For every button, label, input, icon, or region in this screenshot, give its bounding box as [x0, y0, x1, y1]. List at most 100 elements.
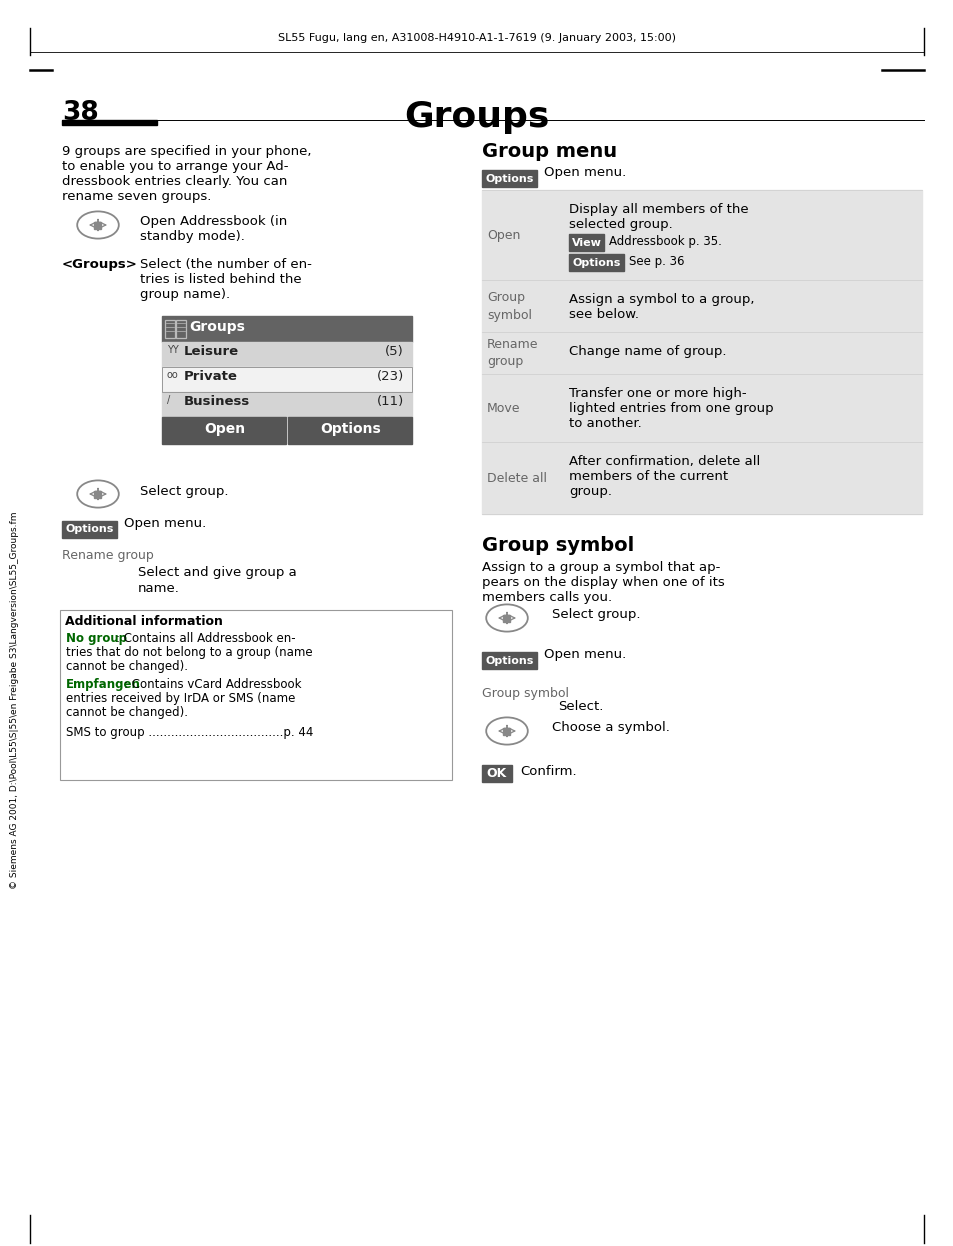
Text: Rename group: Rename group: [62, 549, 153, 562]
Text: Select (the number of en-: Select (the number of en-: [140, 258, 312, 270]
Text: Options: Options: [320, 422, 380, 436]
Text: Business: Business: [184, 395, 250, 407]
Bar: [162, 368, 412, 392]
Text: Leisure: Leisure: [184, 345, 239, 358]
Text: Empfangen: Empfangen: [66, 678, 141, 692]
Bar: [481, 169, 537, 187]
Text: : Contains all Addressbook en-: : Contains all Addressbook en-: [116, 632, 295, 645]
Text: See p. 36: See p. 36: [628, 255, 684, 268]
Text: Select group.: Select group.: [552, 608, 639, 621]
Bar: [288, 417, 412, 444]
Bar: [94, 222, 101, 228]
Text: oo: oo: [167, 370, 178, 380]
Text: Open: Open: [204, 422, 245, 436]
Text: dressbook entries clearly. You can: dressbook entries clearly. You can: [62, 174, 287, 188]
Text: (23): (23): [376, 370, 403, 383]
Bar: [481, 280, 921, 331]
Bar: [481, 374, 921, 442]
Text: YY: YY: [167, 345, 178, 355]
Text: to enable you to arrange your Ad-: to enable you to arrange your Ad-: [62, 159, 288, 173]
Text: No group: No group: [66, 632, 127, 645]
Text: name.: name.: [138, 582, 180, 596]
Text: OK: OK: [486, 768, 507, 780]
Text: selected group.: selected group.: [568, 218, 672, 231]
Text: pears on the display when one of its: pears on the display when one of its: [481, 576, 724, 589]
Text: After confirmation, delete all: After confirmation, delete all: [568, 455, 760, 468]
Text: (11): (11): [376, 395, 403, 407]
Text: standby mode).: standby mode).: [140, 231, 245, 243]
Bar: [568, 234, 603, 250]
Text: Open Addressbook (in: Open Addressbook (in: [140, 216, 287, 228]
Text: members calls you.: members calls you.: [481, 591, 612, 604]
Bar: [162, 392, 412, 417]
Text: Confirm.: Confirm.: [519, 765, 576, 778]
Bar: [481, 765, 512, 782]
Bar: [162, 341, 412, 368]
Text: lighted entries from one group: lighted entries from one group: [568, 402, 773, 415]
Bar: [481, 331, 921, 374]
Text: Options: Options: [572, 258, 620, 268]
Bar: [162, 417, 286, 444]
Text: Open menu.: Open menu.: [543, 648, 625, 660]
Text: Assign a symbol to a group,: Assign a symbol to a group,: [568, 293, 754, 307]
Text: Options: Options: [485, 655, 533, 665]
Bar: [503, 614, 510, 622]
Text: Open: Open: [486, 228, 519, 242]
Text: Display all members of the: Display all members of the: [568, 203, 748, 216]
Text: Options: Options: [65, 525, 113, 535]
Text: SL55 Fugu, lang en, A31008-H4910-A1-1-7619 (9. January 2003, 15:00): SL55 Fugu, lang en, A31008-H4910-A1-1-76…: [277, 32, 676, 44]
Text: cannot be changed).: cannot be changed).: [66, 706, 188, 719]
Text: Assign to a group a symbol that ap-: Assign to a group a symbol that ap-: [481, 561, 720, 574]
Text: Groups: Groups: [189, 320, 245, 334]
Text: entries received by IrDA or SMS (name: entries received by IrDA or SMS (name: [66, 692, 295, 705]
Text: group name).: group name).: [140, 288, 230, 302]
Text: Choose a symbol.: Choose a symbol.: [552, 721, 669, 734]
Text: Group menu: Group menu: [481, 142, 617, 161]
Bar: [481, 652, 537, 669]
Text: 9 groups are specified in your phone,: 9 groups are specified in your phone,: [62, 145, 312, 158]
Text: : Contains vCard Addressbook: : Contains vCard Addressbook: [124, 678, 301, 692]
Bar: [175, 320, 186, 338]
Text: View: View: [571, 238, 600, 248]
Text: Group
symbol: Group symbol: [486, 290, 532, 321]
Text: Groups: Groups: [404, 100, 549, 135]
Text: Additional information: Additional information: [65, 616, 223, 628]
Text: Select.: Select.: [558, 700, 602, 713]
Text: Select group.: Select group.: [140, 485, 229, 498]
Bar: [94, 491, 101, 497]
Text: cannot be changed).: cannot be changed).: [66, 660, 188, 673]
Text: Addressbook p. 35.: Addressbook p. 35.: [608, 235, 721, 248]
Bar: [481, 442, 921, 515]
Text: members of the current: members of the current: [568, 470, 727, 483]
Text: <Groups>: <Groups>: [62, 258, 138, 270]
Text: rename seven groups.: rename seven groups.: [62, 189, 212, 203]
Text: see below.: see below.: [568, 308, 639, 321]
Bar: [60, 611, 452, 780]
Text: tries that do not belong to a group (name: tries that do not belong to a group (nam…: [66, 645, 313, 659]
Bar: [165, 320, 174, 338]
Bar: [60, 611, 452, 780]
Bar: [503, 728, 510, 734]
Text: Select and give group a: Select and give group a: [138, 566, 296, 579]
Text: Group symbol: Group symbol: [481, 687, 568, 700]
Text: © Siemens AG 2001, D:\Pool\L55\S|55\en Freigabe S3\Langversion\SL55_Groups.fm: © Siemens AG 2001, D:\Pool\L55\S|55\en F…: [10, 511, 19, 888]
Text: (5): (5): [385, 345, 403, 358]
Bar: [568, 254, 623, 270]
Text: to another.: to another.: [568, 417, 641, 430]
Bar: [162, 316, 412, 341]
Text: SMS to group ....................................p. 44: SMS to group ...........................…: [66, 726, 313, 739]
Text: 38: 38: [62, 100, 99, 126]
Text: Transfer one or more high-: Transfer one or more high-: [568, 388, 746, 400]
Bar: [62, 521, 117, 538]
Text: Delete all: Delete all: [486, 471, 546, 485]
Text: tries is listed behind the: tries is listed behind the: [140, 273, 301, 287]
Bar: [62, 120, 157, 125]
Text: Group symbol: Group symbol: [481, 536, 634, 554]
Text: /: /: [167, 395, 170, 405]
Text: Move: Move: [486, 401, 520, 415]
Bar: [481, 189, 921, 280]
Text: Open menu.: Open menu.: [543, 166, 625, 179]
Text: Private: Private: [184, 370, 237, 383]
Text: Options: Options: [485, 173, 533, 183]
Text: Open menu.: Open menu.: [124, 517, 206, 530]
